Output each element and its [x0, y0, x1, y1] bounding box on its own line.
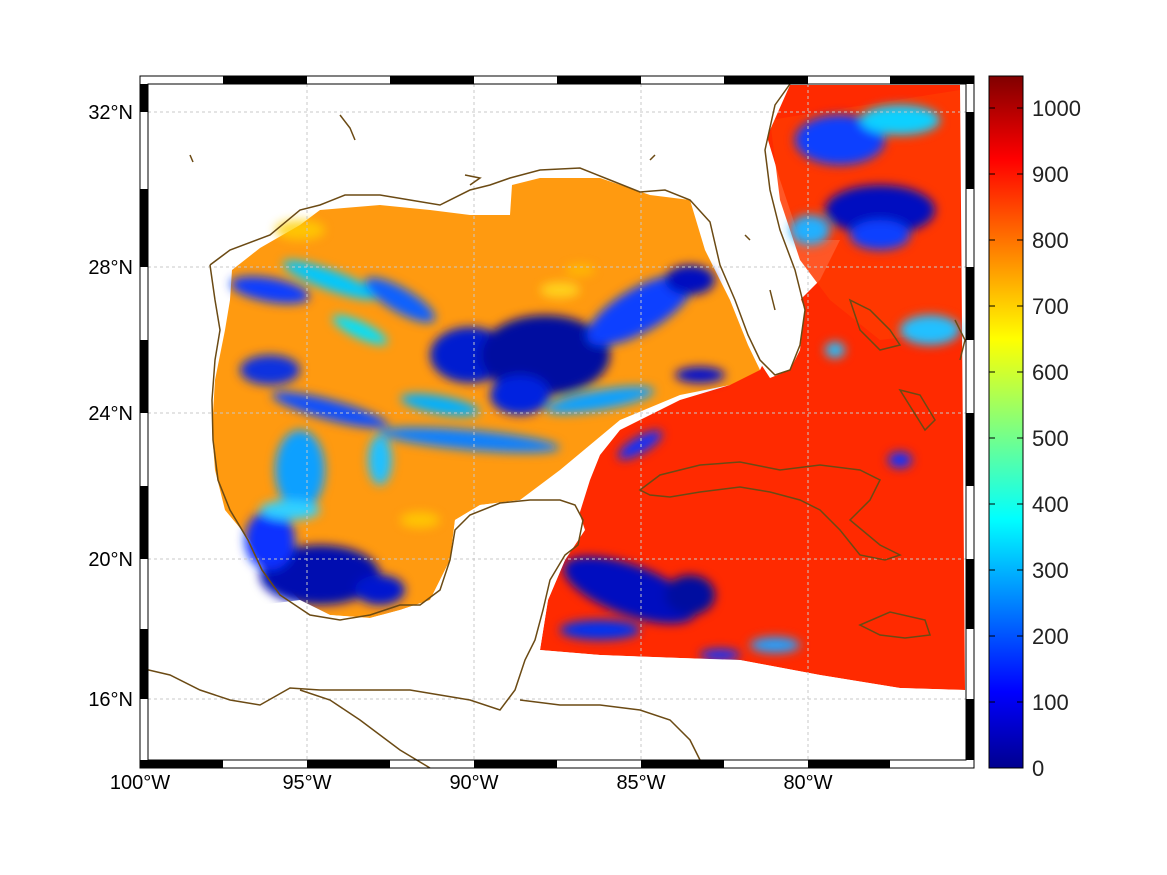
colorbar-tick-label: 500	[1032, 426, 1069, 451]
map-frame	[139, 75, 975, 769]
colorbar-tick-label: 400	[1032, 492, 1069, 517]
longitude-labels: 100°W 95°W 90°W 85°W 80°W	[110, 772, 833, 794]
lat-tick-label: 20°N	[88, 549, 133, 571]
lon-tick-label: 100°W	[110, 772, 170, 794]
lat-tick-label: 24°N	[88, 403, 133, 425]
latitude-labels: 32°N 28°N 24°N 20°N 16°N	[88, 102, 133, 711]
colorbar-tick-label: 0	[1032, 756, 1044, 781]
lat-tick-label: 16°N	[88, 689, 133, 711]
lon-tick-label: 85°W	[616, 772, 665, 794]
colorbar-tick-label: 800	[1032, 228, 1069, 253]
colorbar-tick-label: 900	[1032, 162, 1069, 187]
colorbar-tick-label: 200	[1032, 624, 1069, 649]
colorbar-tick-label: 300	[1032, 558, 1069, 583]
lat-tick-label: 32°N	[88, 102, 133, 124]
lon-tick-label: 90°W	[449, 772, 498, 794]
colorbar-gradient	[988, 75, 1024, 769]
colorbar-tick-label: 100	[1032, 690, 1069, 715]
colorbar-tick-label: 700	[1032, 294, 1069, 319]
colorbar-tick-label: 1000	[1032, 96, 1081, 121]
colorbar-tick-label: 600	[1032, 360, 1069, 385]
graticule	[148, 84, 966, 760]
lon-tick-label: 95°W	[282, 772, 331, 794]
lat-tick-label: 28°N	[88, 257, 133, 279]
coastline	[140, 83, 966, 768]
data-field	[212, 85, 965, 690]
lon-tick-label: 80°W	[783, 772, 832, 794]
colorbar: 1000 900 800 700 600 500 400 300 200 100…	[988, 75, 1081, 781]
